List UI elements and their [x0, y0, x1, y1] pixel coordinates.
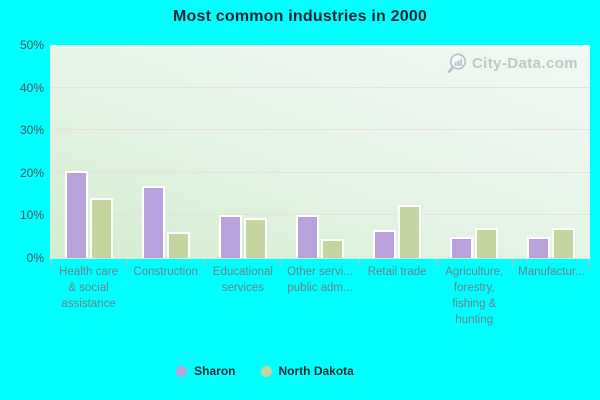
- bar-sharon: [64, 170, 88, 258]
- bar-sharon: [450, 236, 474, 258]
- x-tick: [589, 259, 590, 267]
- legend-item-north-dakota: North Dakota: [260, 364, 354, 378]
- legend-swatch: [260, 365, 272, 377]
- y-tick-label: 20%: [19, 165, 44, 180]
- category-label-line: services: [221, 282, 264, 294]
- bar-group-5: [359, 45, 436, 258]
- legend-item-sharon: Sharon: [176, 364, 236, 378]
- category-label-line: & social: [68, 282, 109, 294]
- category-label-line: Manufactur...: [518, 266, 585, 278]
- y-tick-label: 0%: [26, 251, 44, 265]
- bar-sharon: [141, 185, 165, 258]
- category-label-line: Educational: [212, 266, 273, 278]
- magnifier-bar-chart-icon: [447, 53, 467, 73]
- category-label-line: Construction: [133, 266, 198, 278]
- bar-group-2: [127, 45, 204, 258]
- bar-north-dakota: [475, 228, 499, 258]
- bar-sharon: [218, 215, 242, 258]
- x-tick: [358, 259, 360, 267]
- watermark-text: City-Data.com: [471, 55, 578, 72]
- y-tick-label: 50%: [19, 38, 44, 52]
- x-tick: [512, 259, 514, 267]
- y-tick-label: 30%: [19, 123, 44, 138]
- category-label-line: Other servi...: [287, 266, 353, 278]
- bar-group-4: [281, 45, 358, 258]
- y-tick-label: 40%: [19, 80, 44, 95]
- category-label: Construction: [127, 264, 204, 280]
- bar-sharon: [295, 215, 319, 258]
- gridline-30: [50, 129, 590, 131]
- category-label: Agriculture, forestry, fishing & hunting: [436, 264, 513, 328]
- y-axis: 50% 40% 30% 20% 10% 0%: [0, 38, 44, 265]
- category-label-line: fishing &: [452, 298, 497, 310]
- category-label-line: assistance: [61, 298, 116, 310]
- citydata-watermark: City-Data.com: [446, 52, 578, 75]
- bar-north-dakota: [89, 198, 113, 258]
- bar-north-dakota: [552, 228, 576, 258]
- gridline-40: [50, 86, 590, 88]
- category-label: Educational services: [204, 264, 281, 296]
- x-tick: [435, 259, 437, 267]
- chart-title: Most common industries in 2000: [172, 8, 428, 25]
- x-axis-ticks: [50, 258, 590, 268]
- bar-north-dakota: [166, 232, 190, 258]
- category-label-line: Health care: [59, 266, 118, 278]
- category-label: Other servi... public adm...: [281, 264, 358, 296]
- category-label: Health care & social assistance: [50, 264, 127, 312]
- bar-group-7: [513, 45, 590, 258]
- bar-group-3: [204, 45, 281, 258]
- bar-north-dakota: [398, 204, 422, 258]
- bar-north-dakota: [243, 217, 267, 258]
- bar-sharon: [527, 236, 551, 258]
- category-label-line: Retail trade: [367, 266, 427, 278]
- category-label-line: hunting: [455, 314, 494, 326]
- legend: Sharon North Dakota: [0, 364, 530, 378]
- category-label-line: Agriculture,: [445, 266, 504, 278]
- legend-label: Sharon: [194, 364, 236, 378]
- plot-area: City-Data.com: [50, 45, 590, 259]
- legend-swatch: [176, 365, 188, 377]
- gridline-10: [50, 214, 590, 216]
- bar-group-1: [50, 45, 127, 258]
- gridline-20: [50, 171, 590, 173]
- y-tick-label: 10%: [19, 208, 44, 223]
- x-tick: [50, 259, 51, 267]
- bar-north-dakota: [320, 238, 344, 258]
- category-label-line: forestry,: [453, 282, 495, 294]
- x-tick: [281, 259, 283, 267]
- bar-group-6: [436, 45, 513, 258]
- bar-sharon: [373, 230, 397, 258]
- legend-label: North Dakota: [278, 364, 354, 378]
- x-tick: [127, 259, 129, 267]
- category-label: Retail trade: [359, 264, 436, 280]
- x-tick: [204, 259, 206, 267]
- category-label: Manufactur...: [513, 264, 590, 280]
- category-label-line: public adm...: [287, 282, 353, 294]
